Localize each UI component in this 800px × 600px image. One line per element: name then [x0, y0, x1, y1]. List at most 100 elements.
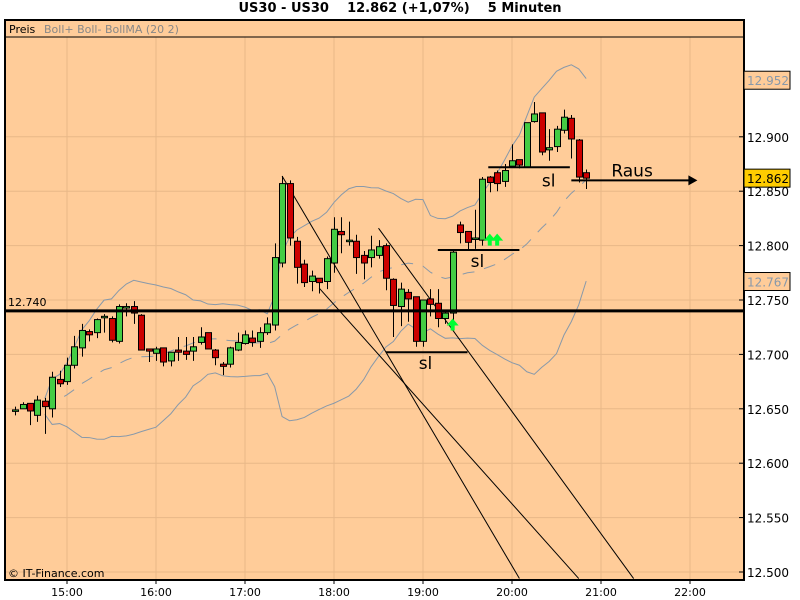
y-axis: 12.500 12.550 12.600 12.650 12.700 12.750 12.8… [739, 70, 791, 580]
candle-body [398, 288, 405, 308]
x-tick-label: 16:00 [140, 586, 172, 599]
bollinger-lower [44, 280, 587, 440]
candle-body [457, 224, 464, 234]
price-marker-label: 12.862 [747, 172, 789, 186]
candle-body [94, 319, 101, 334]
y-tick-label: 12.700 [747, 348, 789, 362]
candle-body [531, 113, 538, 123]
bollinger-ma [44, 179, 587, 407]
exit-arrow-head [688, 175, 698, 186]
candle-body [42, 400, 49, 408]
candle-body [546, 147, 553, 151]
legend-price-label: Preis [9, 23, 36, 36]
candle-body [420, 299, 427, 342]
candle-body [353, 240, 360, 259]
candle-body [287, 183, 294, 239]
candle-body [346, 239, 353, 243]
candle-body [242, 334, 249, 345]
chart-title: US30 - US30 12.862 (+1,07%) 5 Minuten [0, 1, 800, 16]
current-price: 12.862 (+1,07%) [347, 1, 470, 16]
candle-body [101, 315, 108, 319]
candle-body [160, 347, 167, 363]
x-tick-label: 15:00 [51, 586, 83, 599]
candle-body [79, 329, 86, 349]
candle-body [123, 306, 130, 309]
candle-body [146, 348, 153, 352]
candle-body [338, 230, 345, 236]
candle-body [279, 183, 286, 264]
price-marker-label: 12.767 [747, 276, 789, 290]
y-tick-label: 12.900 [747, 131, 789, 145]
candle-body [153, 348, 160, 354]
price-marker-label: 12.952 [747, 74, 789, 88]
y-tick-label: 12.600 [747, 457, 789, 471]
annotations [281, 175, 635, 579]
trend-line [378, 227, 635, 579]
y-tick-label: 12.800 [747, 240, 789, 254]
candle-body [583, 172, 590, 179]
trend-line [281, 175, 520, 579]
candle-body [220, 363, 227, 367]
candle-body [49, 376, 56, 410]
candle-body [264, 323, 271, 334]
x-tick-label: 17:00 [229, 586, 261, 599]
candle-body [175, 349, 182, 353]
x-tick-label: 22:00 [674, 586, 706, 599]
candle-body [71, 346, 78, 366]
candle-body [86, 331, 93, 336]
candle-body [272, 257, 279, 326]
candle-body [450, 251, 457, 314]
candle-body [235, 341, 242, 351]
x-tick-label: 21:00 [585, 586, 617, 599]
candle-body [20, 403, 27, 410]
annotation-marks: 12.740 sl sl sl Raus [5, 161, 744, 374]
buy-signal-arrow-icon [446, 318, 459, 331]
stop-loss-label: sl [419, 354, 433, 374]
y-tick-label: 12.550 [747, 512, 789, 526]
candle-body [249, 337, 256, 343]
candle-body [368, 249, 375, 259]
candle-body [405, 291, 412, 300]
candle-body [561, 116, 568, 131]
candle-body [212, 349, 219, 359]
level-label: 12.740 [8, 296, 47, 309]
trend-line [318, 287, 580, 579]
price-marker-box [743, 70, 791, 90]
y-tick-label: 12.500 [747, 566, 789, 580]
y-tick-label: 12.750 [747, 294, 789, 308]
candle-body [109, 317, 116, 341]
price-marker-box [743, 168, 791, 188]
candle-body [316, 277, 323, 284]
candle-body [479, 178, 486, 241]
candle-body [205, 332, 212, 350]
price-marker-box [743, 272, 791, 292]
candle-body [383, 245, 390, 279]
candle-body [524, 122, 531, 168]
candle-body [116, 306, 123, 342]
candle-body [57, 378, 64, 385]
candle-body [27, 402, 34, 412]
instrument-name: US30 - US30 [238, 1, 329, 16]
stop-loss-label: sl [471, 252, 485, 272]
legend-indicator-label: Boll+ Boll- BollMA (20 2) [44, 23, 179, 36]
candle-body [487, 176, 494, 183]
candle-body [64, 364, 71, 383]
grid [5, 37, 744, 580]
candle-body [361, 254, 368, 264]
interval-label: 5 Minuten [487, 1, 562, 16]
x-tick-label: 20:00 [496, 586, 528, 599]
candle-body [294, 240, 301, 268]
candle-body [494, 172, 501, 185]
candle-body [257, 332, 264, 342]
candle-body [34, 399, 41, 416]
exit-label: Raus [611, 161, 653, 181]
y-tick-label: 12.650 [747, 403, 789, 417]
candle-body [509, 160, 516, 167]
candle-body [138, 314, 145, 351]
candle-body [516, 159, 523, 166]
x-tick-label: 18:00 [318, 586, 350, 599]
candle-body [427, 298, 434, 305]
x-axis: 15:00 16:00 17:00 18:00 19:00 20:00 21:00 22:00 [51, 580, 706, 599]
candle-body [12, 409, 19, 412]
